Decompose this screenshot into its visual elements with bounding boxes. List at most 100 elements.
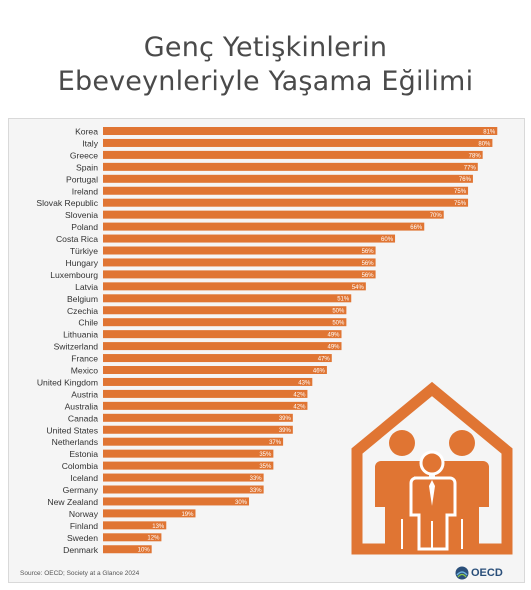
bar (103, 258, 376, 267)
value-label: 56% (362, 249, 375, 255)
value-label: 66% (410, 225, 423, 231)
value-label: 56% (362, 273, 375, 279)
bar (103, 318, 347, 327)
bar (103, 162, 478, 171)
bar (103, 449, 274, 458)
category-label: Denmark (63, 545, 99, 555)
category-label: Korea (75, 127, 98, 137)
value-label: 35% (259, 464, 272, 470)
category-label: Türkiye (70, 246, 98, 256)
category-label: Costa Rica (56, 234, 98, 244)
oecd-globe-icon (455, 566, 469, 580)
category-label: Austria (71, 389, 98, 399)
bar (103, 497, 250, 506)
bar (103, 425, 293, 434)
category-label: Australia (65, 401, 99, 411)
category-label: Poland (71, 222, 98, 232)
value-label: 10% (138, 548, 151, 554)
bar (103, 485, 264, 494)
category-label: Norway (69, 509, 99, 519)
category-label: United States (46, 425, 98, 435)
bar (103, 401, 308, 410)
bar (103, 138, 493, 147)
category-label: Germany (63, 485, 99, 495)
category-label: New Zealand (47, 497, 98, 507)
bar (103, 413, 293, 422)
bar (103, 342, 342, 351)
value-label: 35% (259, 452, 272, 458)
value-label: 78% (469, 153, 482, 159)
category-label: Slovenia (65, 210, 98, 220)
category-label: Czechia (67, 306, 98, 316)
bar (103, 174, 473, 183)
category-label: Colombia (62, 461, 99, 471)
bar (103, 389, 308, 398)
bar (103, 437, 284, 446)
value-label: 33% (250, 476, 263, 482)
value-label: 49% (327, 345, 340, 351)
category-label: France (71, 354, 98, 364)
bar (103, 210, 444, 219)
bar (103, 186, 469, 195)
value-label: 42% (293, 404, 306, 410)
source-note: Source: OECD; Society at a Glance 2024 (20, 570, 140, 577)
value-label: 47% (318, 356, 331, 362)
value-label: 75% (454, 201, 467, 207)
category-label: Sweden (67, 533, 98, 543)
bar (103, 533, 162, 542)
category-label: Switzerland (54, 342, 99, 352)
bar (103, 354, 332, 363)
chart-panel: Korea 81% Italy 80% Greece 78% Spain 77% Portuga… (8, 118, 525, 583)
value-label: 33% (250, 488, 263, 494)
category-label: Luxembourg (50, 270, 98, 280)
value-label: 42% (293, 392, 306, 398)
bar (103, 198, 469, 207)
category-label: Hungary (66, 258, 99, 268)
category-label: Mexico (71, 366, 98, 376)
value-label: 43% (298, 380, 311, 386)
bar (103, 282, 366, 291)
value-label: 81% (483, 129, 496, 135)
category-label: Latvia (75, 282, 98, 292)
value-label: 49% (327, 333, 340, 339)
category-label: Chile (78, 318, 98, 328)
category-label: Iceland (70, 473, 98, 483)
value-label: 39% (279, 416, 292, 422)
value-label: 51% (337, 297, 350, 303)
bar (103, 509, 196, 518)
chart-title-line1: Genç Yetişkinlerin (143, 32, 388, 63)
category-label: United Kingdom (37, 377, 98, 387)
oecd-logo-text: OECD (471, 567, 503, 579)
value-label: 12% (147, 536, 160, 542)
bar (103, 150, 483, 159)
bar (103, 473, 264, 482)
value-label: 76% (459, 177, 472, 183)
value-label: 70% (430, 213, 443, 219)
category-label: Canada (68, 413, 98, 423)
category-label: Slovak Republic (36, 198, 98, 208)
bar (103, 521, 167, 530)
value-label: 30% (235, 500, 248, 506)
category-label: Greece (70, 150, 98, 160)
category-label: Spain (76, 162, 98, 172)
chart-title-line2: Ebeveynleriyle Yaşama Eğilimi (57, 66, 474, 97)
bar-chart: Korea 81% Italy 80% Greece 78% Spain 77% Portuga… (36, 127, 498, 555)
value-label: 60% (381, 237, 394, 243)
category-label: Netherlands (52, 437, 98, 447)
category-label: Belgium (67, 294, 98, 304)
value-label: 13% (152, 524, 165, 530)
value-label: 75% (454, 189, 467, 195)
category-label: Italy (82, 138, 98, 148)
bar (103, 545, 152, 554)
bar (103, 366, 327, 374)
category-label: Portugal (66, 174, 98, 184)
value-label: 39% (279, 428, 292, 434)
bar (103, 234, 396, 243)
house-family-icon (351, 381, 513, 555)
value-label: 56% (362, 261, 375, 267)
bar (103, 127, 498, 135)
category-label: Estonia (69, 449, 98, 459)
value-label: 37% (269, 440, 282, 446)
oecd-logo: OECD (455, 566, 503, 580)
bar (103, 294, 352, 303)
